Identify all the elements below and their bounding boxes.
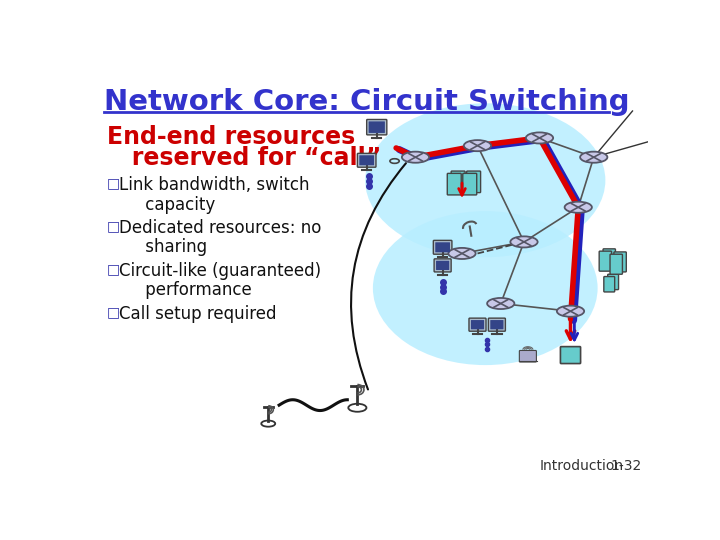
- Text: Circuit-like (guaranteed): Circuit-like (guaranteed): [120, 262, 322, 280]
- FancyBboxPatch shape: [436, 261, 449, 270]
- Text: Introduction: Introduction: [539, 459, 624, 473]
- FancyBboxPatch shape: [604, 276, 615, 292]
- FancyBboxPatch shape: [599, 251, 611, 271]
- FancyBboxPatch shape: [603, 249, 616, 269]
- Text: Call setup required: Call setup required: [120, 305, 277, 323]
- Ellipse shape: [365, 103, 606, 257]
- Ellipse shape: [373, 211, 598, 365]
- Ellipse shape: [564, 202, 592, 213]
- FancyBboxPatch shape: [359, 156, 374, 165]
- FancyBboxPatch shape: [357, 153, 376, 167]
- FancyBboxPatch shape: [471, 320, 484, 329]
- FancyBboxPatch shape: [488, 318, 505, 331]
- Ellipse shape: [580, 152, 608, 163]
- Ellipse shape: [510, 237, 538, 247]
- Text: capacity: capacity: [120, 195, 216, 214]
- Ellipse shape: [557, 306, 584, 317]
- Ellipse shape: [449, 248, 476, 259]
- Text: reserved for “call”: reserved for “call”: [107, 146, 382, 171]
- FancyBboxPatch shape: [469, 318, 486, 331]
- FancyBboxPatch shape: [490, 320, 503, 329]
- FancyBboxPatch shape: [562, 350, 579, 362]
- Text: □: □: [107, 305, 120, 319]
- Text: Link bandwidth, switch: Link bandwidth, switch: [120, 177, 310, 194]
- FancyBboxPatch shape: [463, 173, 477, 195]
- Ellipse shape: [526, 132, 553, 144]
- Text: sharing: sharing: [120, 238, 207, 256]
- Text: Dedicated resources: no: Dedicated resources: no: [120, 219, 322, 237]
- FancyBboxPatch shape: [467, 171, 481, 193]
- Ellipse shape: [487, 298, 514, 309]
- FancyBboxPatch shape: [369, 122, 385, 133]
- FancyBboxPatch shape: [608, 274, 618, 289]
- Text: End-end resources: End-end resources: [107, 125, 355, 149]
- FancyBboxPatch shape: [614, 252, 626, 272]
- FancyBboxPatch shape: [560, 347, 580, 363]
- FancyBboxPatch shape: [451, 171, 465, 193]
- Text: performance: performance: [120, 281, 252, 299]
- FancyBboxPatch shape: [366, 119, 387, 135]
- FancyBboxPatch shape: [436, 242, 450, 252]
- Text: □: □: [107, 262, 120, 276]
- FancyBboxPatch shape: [610, 254, 622, 274]
- Text: □: □: [107, 177, 120, 191]
- Ellipse shape: [402, 152, 429, 163]
- Text: □: □: [107, 219, 120, 233]
- FancyBboxPatch shape: [447, 173, 462, 195]
- FancyBboxPatch shape: [433, 240, 452, 254]
- Text: Network Core: Circuit Switching: Network Core: Circuit Switching: [104, 88, 629, 116]
- Ellipse shape: [464, 140, 491, 151]
- Text: 1-32: 1-32: [611, 459, 642, 473]
- FancyBboxPatch shape: [434, 259, 451, 272]
- FancyBboxPatch shape: [519, 350, 536, 362]
